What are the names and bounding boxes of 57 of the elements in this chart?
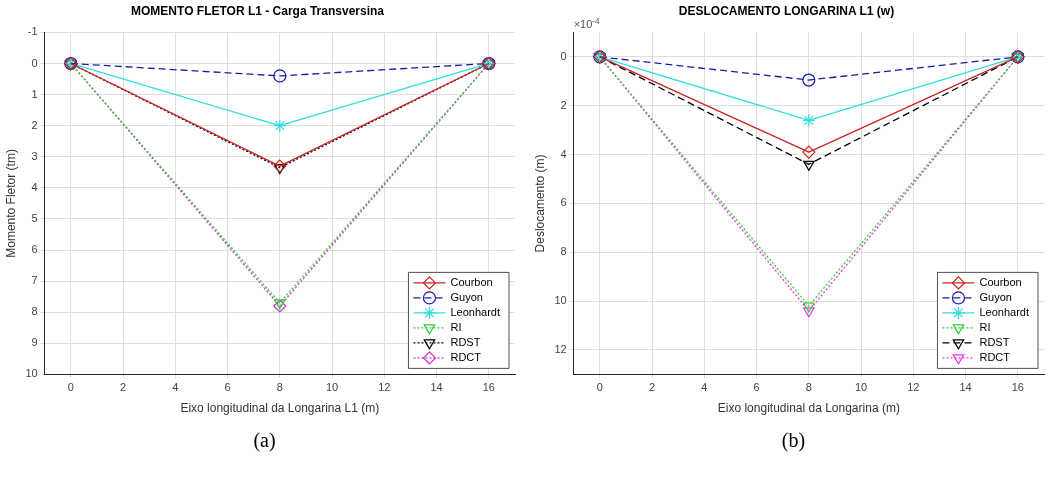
legend-label: RDCT — [979, 350, 1011, 363]
x-tick-label: 6 — [753, 381, 760, 394]
y-tick-label: 12 — [554, 343, 567, 355]
legend-label: RDST — [979, 335, 1010, 348]
y-tick-label: 0 — [560, 49, 567, 62]
legend-label: Guyon — [450, 290, 483, 303]
y-tick-label: -1 — [27, 25, 38, 38]
y-tick-label: 2 — [560, 98, 567, 111]
y-tick-label: 8 — [560, 245, 567, 258]
legend-label: Leonhardt — [450, 305, 500, 318]
x-tick-label: 8 — [805, 381, 812, 394]
x-axis-title: Eixo longitudinal da Longarina (m) — [717, 401, 900, 416]
x-tick-label: 16 — [482, 381, 495, 394]
legend-label: RI — [979, 320, 991, 333]
x-tick-label: 2 — [648, 381, 656, 394]
y-tick-label: 10 — [25, 367, 38, 380]
y-axis-title: Deslocamento (m) — [532, 154, 547, 253]
chart-title: MOMENTO FLETOR L1 - Carga Transversina — [131, 3, 385, 18]
legend-label: RDCT — [450, 350, 482, 363]
y-tick-label: 10 — [554, 294, 567, 307]
x-axis-title: Eixo longitudinal da Longarina L1 (m) — [180, 401, 380, 416]
legend-label: Guyon — [979, 290, 1012, 303]
chart-title: DESLOCAMENTO LONGARINA L1 (w) — [678, 3, 895, 18]
legend-label: Leonhardt — [979, 305, 1029, 318]
y-tick-label: 8 — [31, 305, 38, 318]
y-tick-label: 3 — [31, 149, 38, 162]
x-tick-label: 0 — [596, 381, 603, 394]
y-tick-label: 6 — [560, 196, 567, 209]
y-tick-label: 4 — [31, 180, 38, 193]
x-tick-label: 4 — [172, 381, 179, 394]
y-tick-label: 5 — [31, 211, 38, 224]
x-tick-label: 8 — [276, 381, 283, 394]
x-tick-label: 2 — [119, 381, 127, 394]
y-tick-label: 2 — [31, 118, 38, 131]
x-tick-label: 4 — [701, 381, 708, 394]
legend-label: Courbon — [450, 275, 493, 288]
y-tick-label: 9 — [31, 336, 38, 349]
x-tick-label: 12 — [907, 381, 920, 394]
x-tick-label: 10 — [325, 381, 339, 394]
y-tick-label: 4 — [560, 147, 567, 160]
x-tick-label: 14 — [430, 381, 443, 394]
legend-label: RI — [450, 320, 462, 333]
y-tick-label: 6 — [31, 243, 38, 256]
y-tick-label: 7 — [31, 274, 38, 287]
x-tick-label: 12 — [378, 381, 391, 394]
x-tick-label: 0 — [67, 381, 74, 394]
y-tick-label: 0 — [31, 56, 38, 69]
y-tick-label: 1 — [31, 87, 38, 100]
legend-label: RDST — [450, 335, 481, 348]
x-tick-label: 10 — [854, 381, 868, 394]
text: (b) — [780, 428, 807, 454]
legend-label: Courbon — [979, 275, 1022, 288]
x-tick-label: 16 — [1011, 381, 1024, 394]
y-axis-title: Momento Fletor (tm) — [3, 149, 18, 258]
x-tick-label: 6 — [224, 381, 231, 394]
x-tick-label: 14 — [959, 381, 972, 394]
text: (a) — [252, 428, 277, 454]
